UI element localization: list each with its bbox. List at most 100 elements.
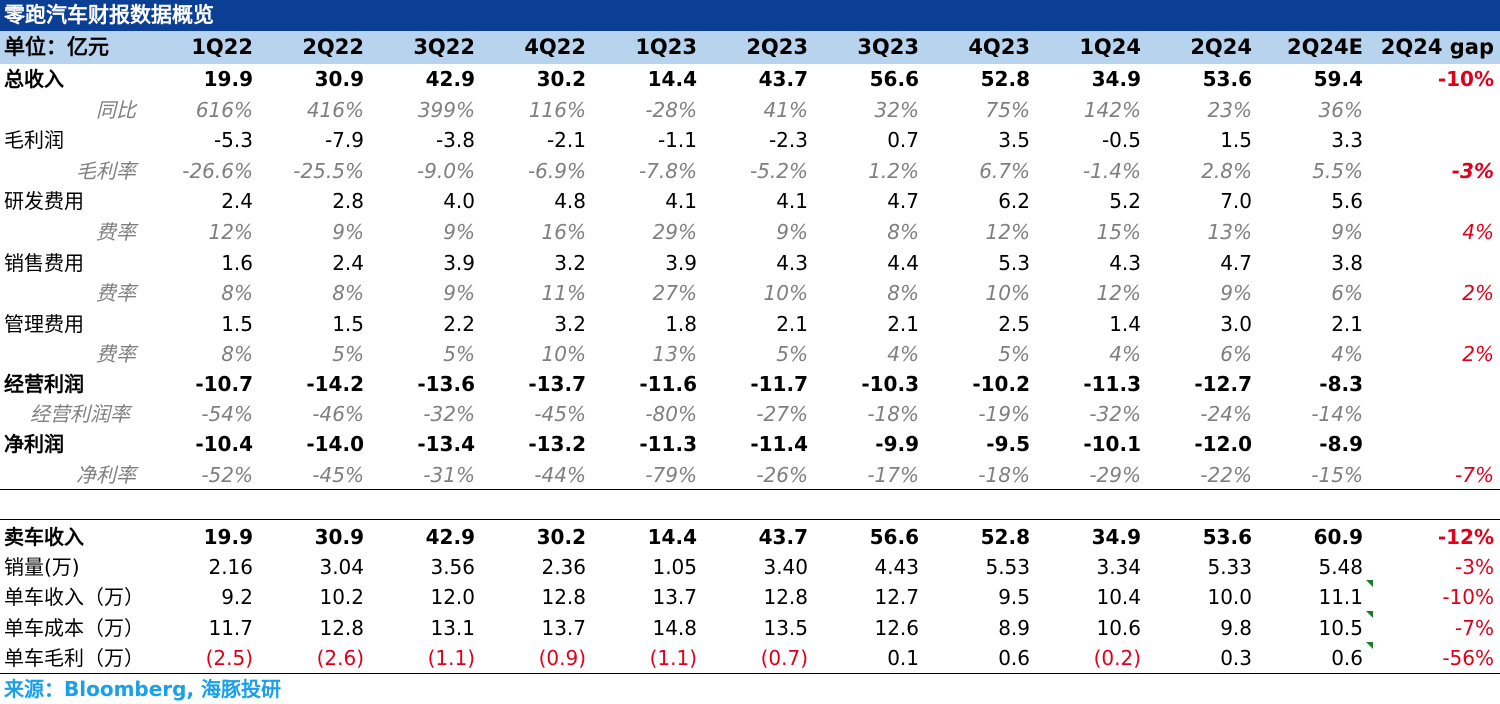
col-header: 3Q23 xyxy=(857,35,919,59)
table-cell: 6% xyxy=(1220,342,1252,366)
table-cell: 1.5 xyxy=(221,312,253,336)
table-cell: -13.6 xyxy=(417,372,475,396)
table-cell: 4% xyxy=(1109,342,1141,366)
gap-cell: 2% xyxy=(1462,281,1494,305)
gap-cell: -10% xyxy=(1437,67,1494,91)
table-cell: -12.7 xyxy=(1194,372,1252,396)
table-cell: -14.2 xyxy=(306,372,364,396)
table-cell: 3.9 xyxy=(443,251,475,275)
table-cell: 2.1 xyxy=(887,312,919,336)
table-cell: 4.3 xyxy=(776,251,808,275)
table-cell: -13.7 xyxy=(528,372,586,396)
table-cell: 8% xyxy=(887,281,919,305)
col-header: 1Q24 xyxy=(1079,35,1141,59)
table-cell: 0.7 xyxy=(887,128,919,152)
table-cell: 10.2 xyxy=(319,585,364,609)
table-cell: 3.3 xyxy=(1331,128,1363,152)
table-cell: (0.7) xyxy=(760,646,808,670)
table-cell: -80% xyxy=(645,402,697,426)
table-cell: 60.9 xyxy=(1313,525,1363,549)
col-header: 1Q22 xyxy=(191,35,253,59)
table-cell: -44% xyxy=(534,463,586,487)
table-cell: 2.4 xyxy=(221,189,253,213)
table-cell: 19.9 xyxy=(203,525,253,549)
table-cell: 15% xyxy=(1096,220,1141,244)
table-cell: 13.7 xyxy=(541,616,586,640)
table-cell: 43.7 xyxy=(758,67,808,91)
table-cell: 12.7 xyxy=(874,585,919,609)
col-header: 2Q24E xyxy=(1286,35,1363,59)
table-cell: -45% xyxy=(534,402,586,426)
table-cell: 14.8 xyxy=(652,616,697,640)
cell-comment-marker xyxy=(1366,580,1373,587)
table-cell: 3.0 xyxy=(1220,312,1252,336)
table-cell: -32% xyxy=(1089,402,1141,426)
table-cell: 4.8 xyxy=(554,189,586,213)
table-row: 费率 8% 5% 5% 10% 13% 5% 4% 5% 4% 6% 4% 2% xyxy=(0,339,1500,370)
table-cell: -25.5% xyxy=(293,159,364,183)
table-cell: 116% xyxy=(528,98,586,122)
table-cell: 12.6 xyxy=(874,616,919,640)
table-cell: 4.1 xyxy=(665,189,697,213)
table-cell: 10.4 xyxy=(1096,585,1141,609)
table-cell: 5% xyxy=(998,342,1030,366)
table-cell: 59.4 xyxy=(1313,67,1363,91)
table-title: 零跑汽车财报数据概览 xyxy=(0,0,1500,31)
row-label: 净利率 xyxy=(76,463,136,487)
table-cell: -6.9% xyxy=(527,159,586,183)
table-cell: 6.7% xyxy=(979,159,1030,183)
table-cell: 5.3 xyxy=(998,251,1030,275)
row-label: 毛利润 xyxy=(4,128,64,152)
table-cell: 9% xyxy=(332,220,364,244)
table-row: 单车毛利（万） (2.5) (2.6) (1.1) (0.9) (1.1) (0.7) 0.1… xyxy=(0,643,1500,674)
table-cell: 13% xyxy=(1207,220,1252,244)
table-cell: 11% xyxy=(541,281,586,305)
table-cell: 4.7 xyxy=(887,189,919,213)
table-cell: -31% xyxy=(423,463,475,487)
table-cell: 6% xyxy=(1331,281,1363,305)
table-cell: -14% xyxy=(1311,402,1363,426)
gap-cell: -7% xyxy=(1455,616,1494,640)
table-cell: -28% xyxy=(645,98,697,122)
table-cell: -2.1 xyxy=(546,128,586,152)
table-cell: 12.8 xyxy=(541,585,586,609)
table-cell: 9% xyxy=(443,220,475,244)
table-cell: -12.0 xyxy=(1194,432,1252,456)
table-cell: 9% xyxy=(1331,220,1363,244)
table-cell: -26% xyxy=(756,463,808,487)
table-cell: 0.3 xyxy=(1220,646,1252,670)
table-cell: 399% xyxy=(417,98,475,122)
table-row: 销售费用 1.6 2.4 3.9 3.2 3.9 4.3 4.4 5.3 4.3 4.7 3.8 xyxy=(0,248,1500,279)
table-cell: 11.7 xyxy=(208,616,253,640)
table-cell: 53.6 xyxy=(1202,525,1252,549)
table-row: 净利润 -10.4 -14.0 -13.4 -13.2 -11.3 -11.4 -9.9 -9.… xyxy=(0,429,1500,460)
table-row: 费率 8% 8% 9% 11% 27% 10% 8% 10% 12% 9% 6% 2% xyxy=(0,278,1500,309)
cell-comment-marker xyxy=(1366,642,1373,649)
table-cell: 4.1 xyxy=(776,189,808,213)
unit-label: 单位：亿元 xyxy=(4,35,109,59)
table-cell: 52.8 xyxy=(980,67,1030,91)
table-cell: -0.5 xyxy=(1101,128,1141,152)
table-cell: 416% xyxy=(306,98,364,122)
table-cell: 5% xyxy=(443,342,475,366)
table-cell: 1.6 xyxy=(221,251,253,275)
table-cell: 32% xyxy=(874,98,919,122)
table-row: 同比 616% 416% 399% 116% -28% 41% 32% 75% 142% 23% 36… xyxy=(0,95,1500,126)
table-cell: 9.2 xyxy=(221,585,253,609)
table-cell: 9.5 xyxy=(998,585,1030,609)
table-cell: -9.9 xyxy=(875,432,919,456)
table-cell: 75% xyxy=(985,98,1030,122)
table-cell: 4.3 xyxy=(1109,251,1141,275)
table-cell: -19% xyxy=(978,402,1030,426)
table-cell: -9.0% xyxy=(416,159,475,183)
table-cell: 142% xyxy=(1083,98,1141,122)
table-cell: -27% xyxy=(756,402,808,426)
source-note: 来源：Bloomberg, 海豚投研 xyxy=(4,677,282,701)
table-cell: -15% xyxy=(1311,463,1363,487)
col-header: 2Q24 xyxy=(1190,35,1252,59)
table-cell: 27% xyxy=(652,281,697,305)
table-cell: 2.1 xyxy=(1331,312,1363,336)
table-cell: -11.4 xyxy=(750,432,808,456)
table-cell: 56.6 xyxy=(869,67,919,91)
table-cell: -29% xyxy=(1089,463,1141,487)
